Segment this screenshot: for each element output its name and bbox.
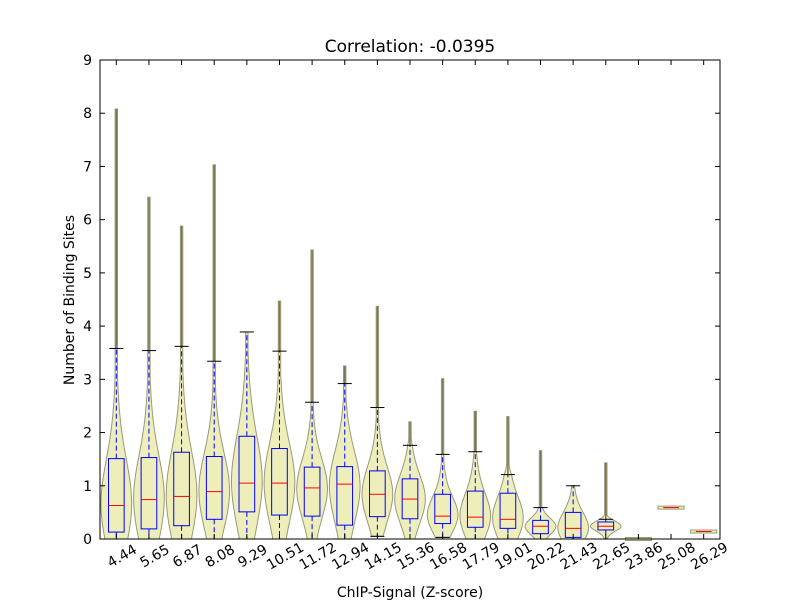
iqr-box: [532, 519, 549, 535]
y-axis-title: Number of Binding Sites: [62, 215, 78, 385]
iqr-box: [238, 435, 256, 513]
y-tick-label: 5: [83, 266, 92, 282]
iqr-box: [271, 448, 288, 516]
y-tick-label: 3: [83, 372, 92, 388]
chart-title: Correlation: -0.0395: [325, 37, 496, 57]
y-tick-label: 6: [83, 213, 92, 229]
y-tick-label: 4: [83, 319, 92, 335]
iqr-box: [499, 492, 517, 529]
y-tick-label: 1: [83, 479, 92, 495]
y-tick-label: 0: [83, 532, 92, 548]
y-tick-label: 9: [83, 53, 92, 69]
y-axis: 0 1 2 3 4 5 6 7 8 9: [83, 53, 720, 548]
x-axis-title: ChIP-Signal (Z-score): [337, 585, 483, 600]
iqr-box: [303, 466, 321, 517]
y-tick-label: 2: [83, 426, 92, 442]
iqr-box: [205, 456, 223, 520]
iqr-box: [107, 458, 125, 533]
iqr-box: [173, 451, 190, 527]
y-tick-label: 7: [83, 159, 92, 175]
y-tick-label: 8: [83, 106, 92, 122]
iqr-box: [140, 457, 158, 530]
iqr-box: [369, 470, 386, 518]
iqr-box: [434, 493, 451, 525]
iqr-box: [336, 466, 354, 526]
iqr-box: [466, 490, 484, 528]
